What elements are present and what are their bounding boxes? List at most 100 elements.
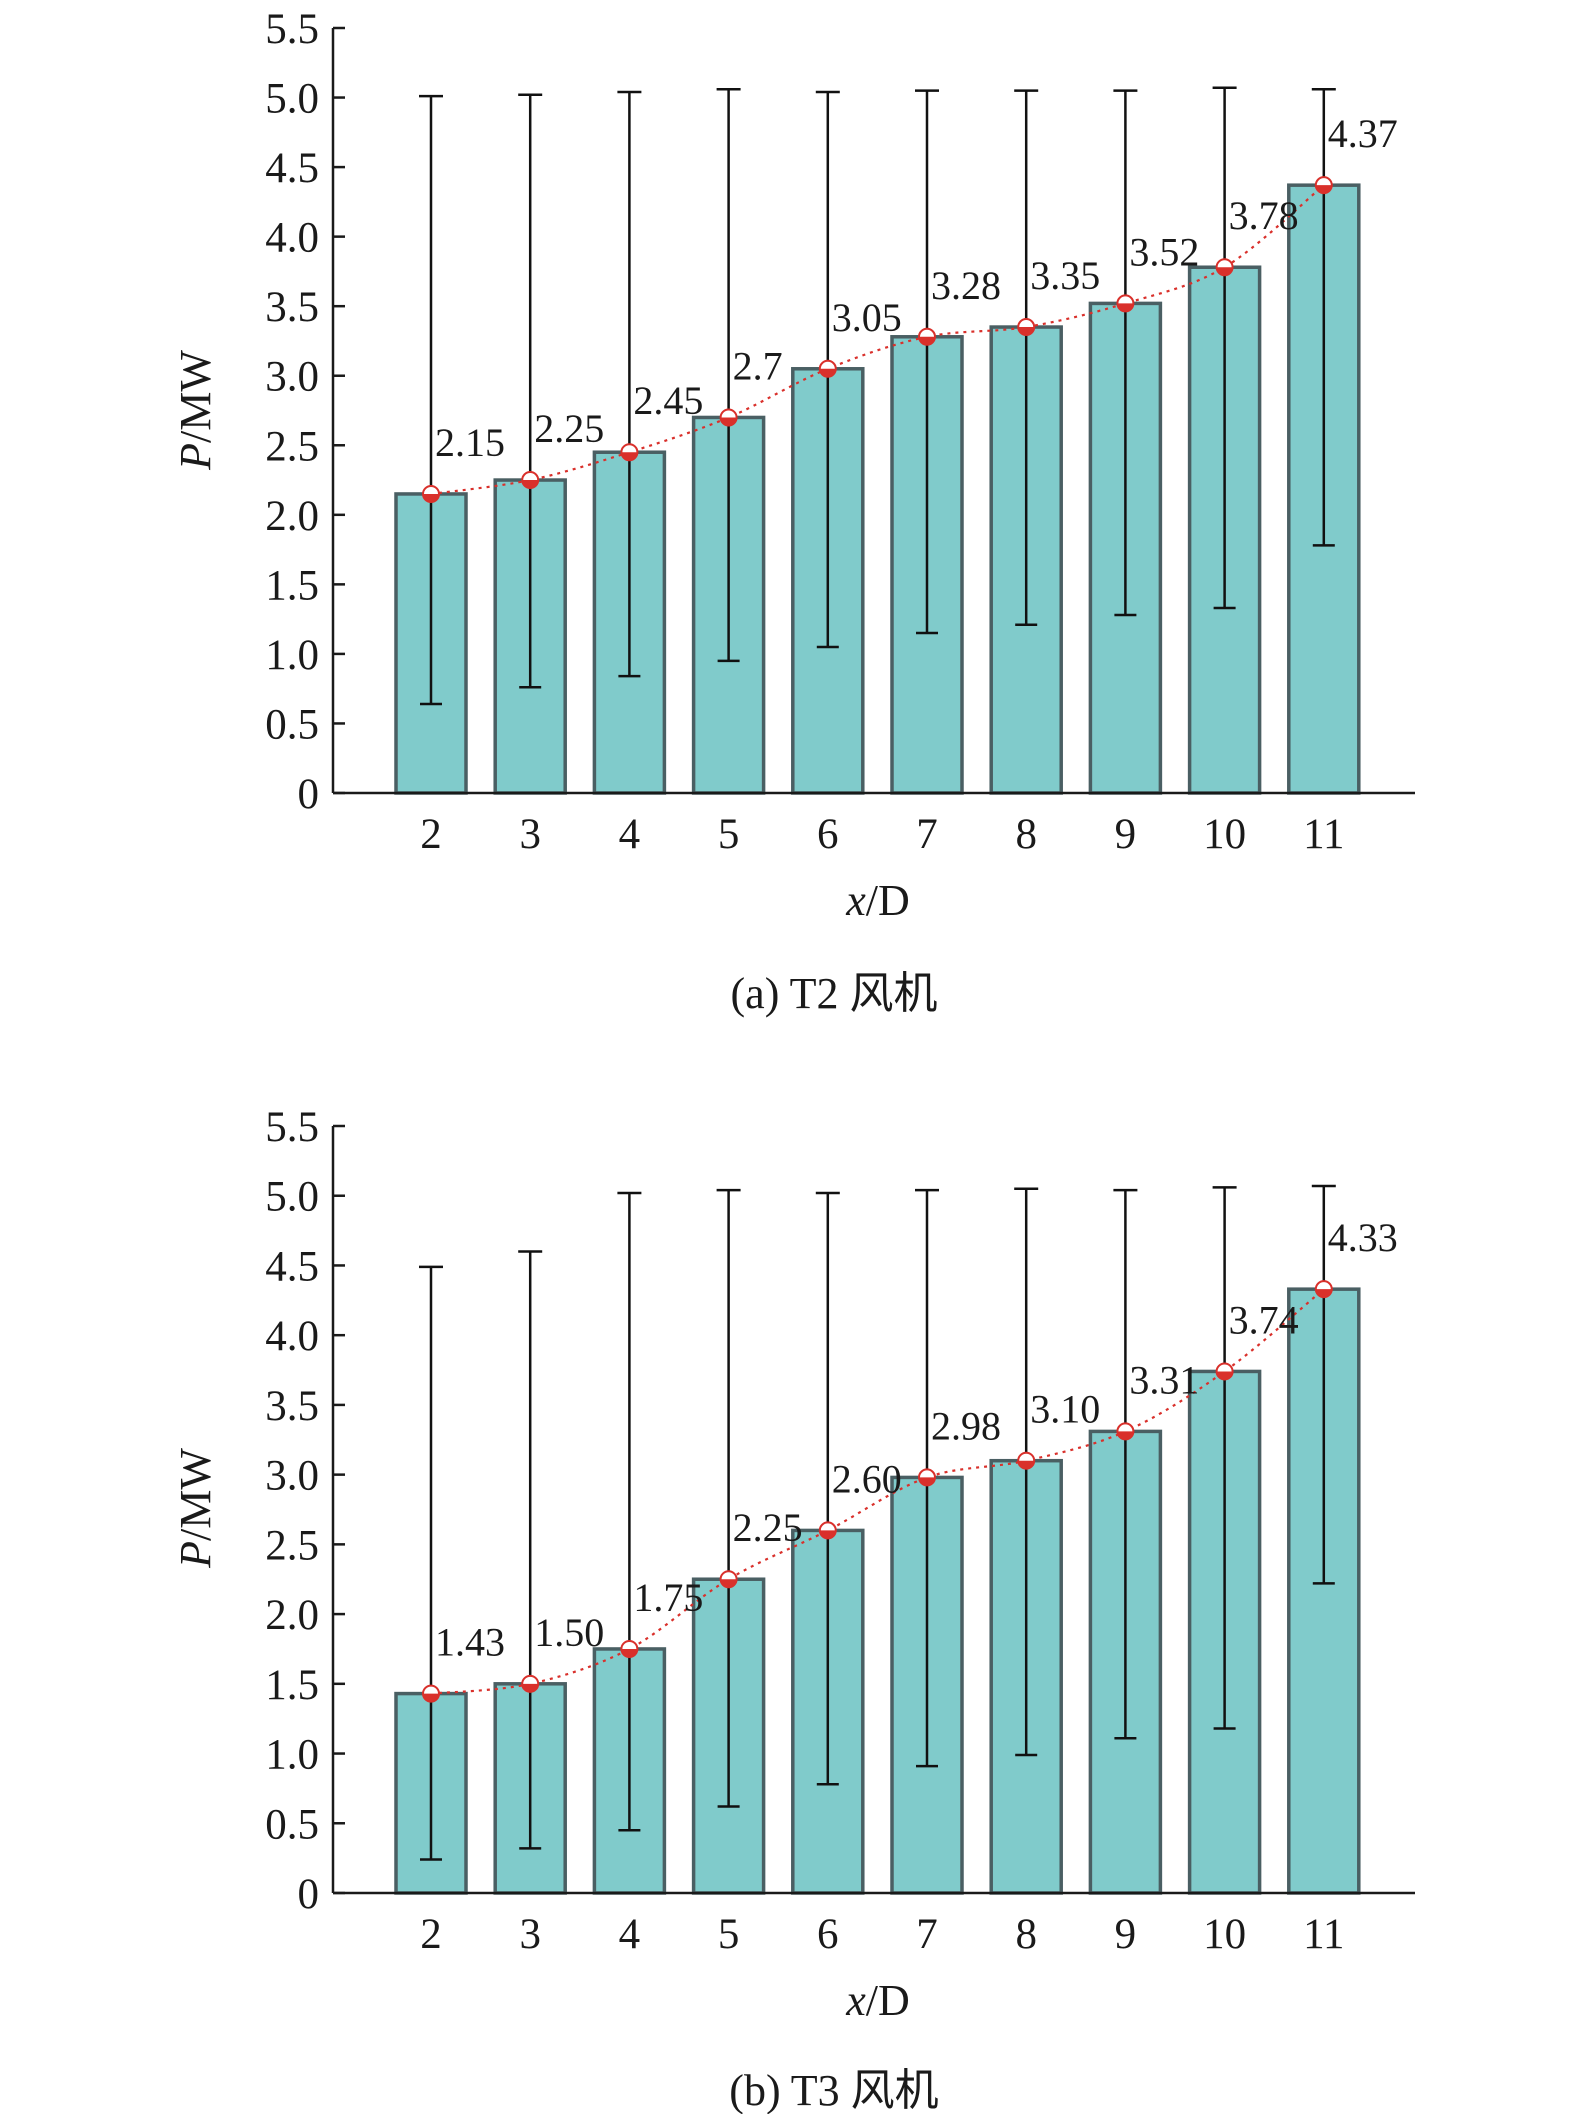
data-label: 2.98 [931,1403,1001,1448]
y-tick-label: 4.0 [265,1313,319,1360]
data-label: 4.33 [1328,1215,1398,1260]
data-label: 2.25 [534,406,604,451]
y-tick-label: 3.5 [265,1383,319,1430]
x-tick-label: 4 [619,811,641,858]
data-label: 3.35 [1030,253,1100,298]
data-label: 2.7 [733,343,783,388]
x-tick-label: 2 [420,811,442,858]
data-point-marker [620,1639,639,1658]
data-point-marker [818,1521,837,1540]
x-axis-unit: /D [866,1976,910,2025]
y-tick-label: 1.5 [265,1662,319,1709]
data-point-marker [521,1674,540,1693]
data-point-marker [719,1570,738,1589]
y-tick-label: 2.5 [265,423,319,470]
y-tick-label: 3.0 [265,354,319,401]
data-label: 2.25 [733,1505,803,1550]
y-tick-label: 5.5 [265,6,319,53]
x-tick-label: 2 [420,1911,442,1958]
x-tick-label: 11 [1303,811,1344,858]
data-point-marker [1215,258,1234,277]
y-tick-label: 3.0 [265,1453,319,1500]
data-label: 4.37 [1328,111,1398,156]
x-tick-label: 6 [817,811,839,858]
x-tick-label: 9 [1115,811,1137,858]
x-tick-label: 11 [1303,1911,1344,1958]
x-tick-label: 8 [1015,1911,1037,1958]
data-label: 3.74 [1229,1297,1299,1342]
data-label: 3.31 [1129,1357,1199,1402]
x-tick-label: 5 [718,1911,740,1958]
trend-line [430,184,1325,496]
data-point-marker [1116,1422,1135,1441]
data-label: 2.60 [832,1456,902,1501]
chart-panel-1: 2.15 2.252.452.73.053.28 3.353.523.784.370… [171,6,1415,1018]
x-tick-label: 10 [1203,811,1246,858]
data-label: 2.45 [633,378,703,423]
y-axis-unit: /MW [171,350,220,443]
x-tick-label: 9 [1115,1911,1137,1958]
data-label: 3.05 [832,295,902,340]
x-axis-label: x/D [845,876,910,925]
y-tick-label: 0 [298,1871,320,1918]
x-tick-label: 6 [817,1911,839,1958]
data-point-marker [918,1468,936,1487]
y-tick-label: 5.0 [265,76,319,123]
data-point-marker [719,408,738,427]
y-axis-variable: P [171,1541,220,1569]
y-tick-label: 0.5 [265,701,319,748]
x-tick-label: 7 [916,1911,938,1958]
data-point-marker [1017,1451,1036,1470]
x-tick-label: 4 [619,1911,641,1958]
data-point-marker [422,484,440,503]
y-tick-label: 2.0 [265,493,319,540]
y-tick-label: 4.5 [265,145,319,192]
x-tick-label: 10 [1203,1911,1246,1958]
data-label: 3.28 [931,263,1001,308]
chart-panel-2: 1.43 1.501.752.252.602.98 3.103.313.744.33… [171,1104,1415,2114]
data-point-marker [620,443,639,462]
data-point-marker [422,1684,440,1703]
data-point-marker [521,471,540,490]
data-point-marker [1314,176,1333,195]
data-label: 3.78 [1229,193,1299,238]
figure-caption: (b) T3 风机 [729,2066,938,2114]
y-axis-unit: /MW [171,1448,220,1541]
figure-caption: (a) T2 风机 [731,969,938,1018]
y-axis-label: P/MW [171,350,220,471]
data-point-marker [1215,1362,1234,1381]
data-point-marker [1116,294,1135,313]
y-axis-label: P/MW [171,1448,220,1569]
data-label: 1.43 [435,1620,505,1665]
y-tick-label: 1.5 [265,562,319,609]
y-tick-label: 5.0 [265,1174,319,1221]
x-axis-label: x/D [845,1976,910,2025]
y-tick-label: 4.5 [265,1243,319,1290]
data-point-marker [1314,1280,1333,1299]
x-axis-variable: x [845,876,866,925]
x-axis-unit: /D [866,876,910,925]
trend-line [430,1288,1325,1695]
y-tick-label: 3.5 [265,284,319,331]
y-tick-label: 2.0 [265,1592,319,1639]
y-axis-variable: P [171,443,220,471]
data-label: 2.15 [435,420,505,465]
data-point-marker [818,359,837,378]
data-label: 1.75 [633,1575,703,1620]
y-tick-label: 0.5 [265,1801,319,1848]
y-tick-label: 2.5 [265,1522,319,1569]
x-tick-label: 3 [519,811,541,858]
x-tick-label: 5 [718,811,740,858]
data-label: 1.50 [534,1610,604,1655]
x-axis-variable: x [845,1976,866,2025]
y-tick-label: 1.0 [265,632,319,679]
x-tick-label: 3 [519,1911,541,1958]
y-tick-label: 5.5 [265,1104,319,1151]
y-tick-label: 1.0 [265,1732,319,1779]
x-tick-label: 8 [1015,811,1037,858]
data-label: 3.10 [1030,1387,1100,1432]
data-label: 3.52 [1129,229,1199,274]
data-point-marker [1017,318,1036,337]
y-tick-label: 4.0 [265,215,319,262]
